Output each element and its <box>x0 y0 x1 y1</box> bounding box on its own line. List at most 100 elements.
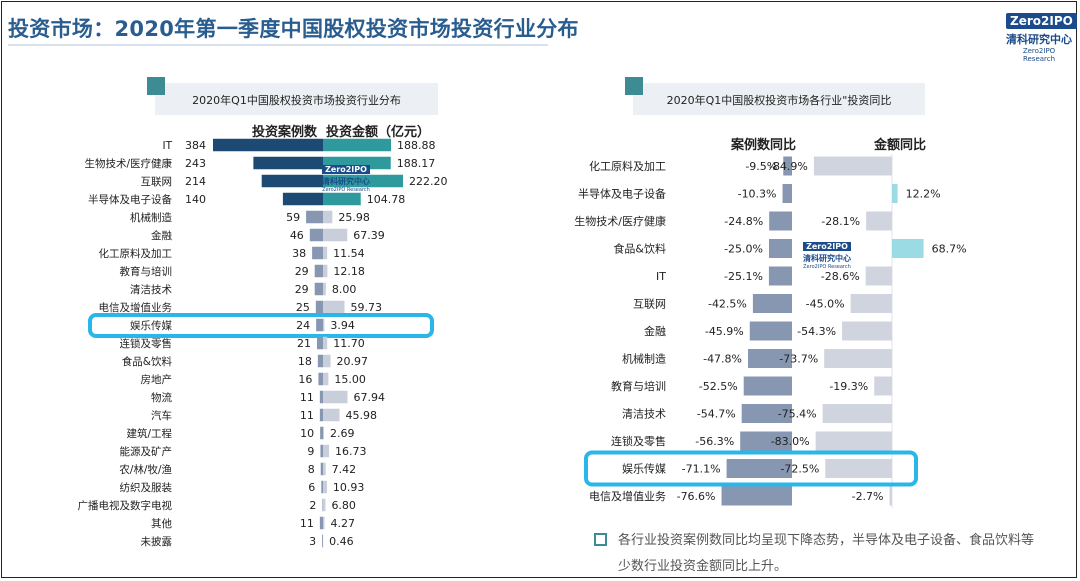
count-yoy-label: -9.5% <box>745 160 777 173</box>
amount-yoy-bar <box>892 239 924 258</box>
amount-bar <box>323 192 361 206</box>
amount-yoy-label: -28.6% <box>821 270 860 283</box>
amount-yoy-label: -28.1% <box>821 215 860 228</box>
amount-bar <box>323 300 345 314</box>
amount-yoy-label: -45.0% <box>806 298 845 311</box>
count-value-label: 140 <box>185 193 206 206</box>
count-bar <box>309 228 323 242</box>
left-watermark-logo: Zero2IPO 清科研究中心 Zero2IPO Research <box>322 165 370 193</box>
count-value-label: 18 <box>298 355 312 368</box>
count-value-label: 11 <box>300 409 314 422</box>
count-bar <box>319 516 323 530</box>
amount-yoy-label: -83.0% <box>771 435 810 448</box>
amount-yoy-bar <box>850 294 892 313</box>
count-value-label: 59 <box>286 211 300 224</box>
category-label: 金融 <box>644 324 666 338</box>
amount-bar <box>323 426 324 440</box>
count-bar <box>318 372 323 386</box>
count-value-label: 29 <box>295 265 309 278</box>
highlight-box <box>88 313 434 338</box>
count-yoy-label: -54.7% <box>697 408 736 421</box>
category-label: 食品&饮料 <box>122 355 173 368</box>
count-yoy-label: -42.5% <box>708 298 747 311</box>
category-label: 机械制造 <box>622 352 666 366</box>
count-bar <box>322 534 323 548</box>
amount-bar <box>323 516 325 530</box>
amount-yoy-label: -2.7% <box>852 490 884 503</box>
count-value-label: 243 <box>185 157 206 170</box>
amount-yoy-bar <box>815 431 892 451</box>
amount-value-label: 25.98 <box>338 211 370 224</box>
count-value-label: 38 <box>292 247 306 260</box>
count-bar <box>312 246 323 260</box>
count-yoy-bar <box>769 239 792 258</box>
amount-value-label: 222.20 <box>409 175 448 188</box>
amount-value-label: 15.00 <box>334 373 366 386</box>
amount-yoy-bar <box>822 404 892 423</box>
highlight-box <box>584 450 918 487</box>
category-label: 其他 <box>151 517 172 530</box>
amount-bar <box>323 336 328 350</box>
amount-value-label: 6.80 <box>331 499 356 512</box>
amount-yoy-bar <box>866 211 892 231</box>
category-label: 电信及增值业务 <box>99 301 173 314</box>
count-value-label: 8 <box>308 463 315 476</box>
count-yoy-bar <box>782 184 792 203</box>
amount-bar <box>323 498 326 512</box>
category-label: 纺织及服装 <box>120 481 173 494</box>
amount-yoy-label: -19.3% <box>829 380 868 393</box>
brand-logo: Zero2IPO 清科研究中心 Zero2IPO Research <box>1006 10 1077 63</box>
count-yoy-bar <box>743 376 792 396</box>
amount-yoy-label: -75.4% <box>778 408 817 421</box>
amount-yoy-bar <box>889 486 892 506</box>
category-label: 电信及增值业务 <box>589 489 666 503</box>
amount-value-label: 188.17 <box>397 157 436 170</box>
category-label: 连锁及零售 <box>611 434 666 448</box>
count-bar <box>316 318 323 332</box>
count-value-label: 21 <box>297 337 311 350</box>
category-label: 教育与培训 <box>120 265 173 278</box>
count-bar <box>321 480 323 494</box>
amount-bar <box>323 444 330 458</box>
summary-note: 各行业投资案例数同比均呈现下降态势，半导体及电子设备、食品饮料等少数行业投资金额… <box>594 528 1036 580</box>
count-bar <box>282 192 323 206</box>
count-bar <box>306 210 323 224</box>
count-bar <box>320 444 323 458</box>
count-bar <box>314 282 323 296</box>
category-label: 教育与培训 <box>611 379 666 393</box>
category-label: 娱乐传媒 <box>130 319 172 332</box>
count-value-label: 46 <box>290 229 304 242</box>
category-label: 化工原料及加工 <box>589 159 666 173</box>
count-yoy-label: -56.3% <box>695 435 734 448</box>
amount-bar <box>323 480 327 494</box>
amount-value-label: 11.70 <box>333 337 365 350</box>
category-label: 食品&饮料 <box>613 242 666 256</box>
count-value-label: 214 <box>185 175 206 188</box>
count-yoy-bar <box>726 459 792 478</box>
category-label: 物流 <box>151 391 172 404</box>
amount-bar <box>323 210 333 224</box>
count-value-label: 16 <box>298 373 312 386</box>
category-label: 互联网 <box>141 176 173 188</box>
count-yoy-bar <box>748 349 792 368</box>
amount-yoy-label: -84.9% <box>769 160 808 173</box>
right-header-square-icon <box>625 77 643 95</box>
category-label: 未披露 <box>141 535 173 548</box>
amount-bar <box>323 228 348 242</box>
amount-bar <box>323 372 329 386</box>
count-value-label: 9 <box>307 445 314 458</box>
category-label: 化工原料及加工 <box>99 247 173 260</box>
amount-value-label: 0.46 <box>329 535 354 548</box>
amount-bar <box>323 138 392 152</box>
category-label: 互联网 <box>633 298 666 311</box>
right-count-series-label: 案例数同比 <box>731 138 797 153</box>
count-yoy-label: -76.6% <box>677 490 716 503</box>
count-bar <box>322 498 323 512</box>
count-yoy-label: -24.8% <box>724 215 763 228</box>
count-yoy-label: -47.8% <box>703 353 742 366</box>
brand-en: Zero2IPO Research <box>1022 47 1056 63</box>
amount-value-label: 12.18 <box>333 265 365 278</box>
count-bar <box>320 426 323 440</box>
amount-yoy-bar <box>825 459 892 478</box>
